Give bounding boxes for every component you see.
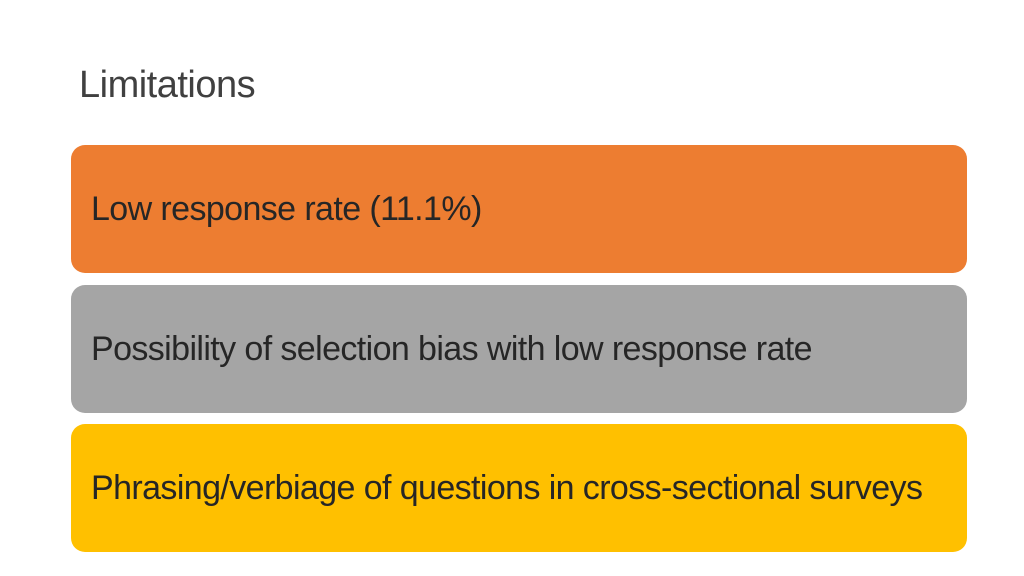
limitation-text: Phrasing/verbiage of questions in cross-… bbox=[91, 469, 923, 507]
limitation-text: Possibility of selection bias with low r… bbox=[91, 330, 813, 368]
limitation-box-response-rate: Low response rate (11.1%) bbox=[71, 145, 967, 273]
limitation-box-phrasing: Phrasing/verbiage of questions in cross-… bbox=[71, 424, 967, 552]
limitation-box-selection-bias: Possibility of selection bias with low r… bbox=[71, 285, 967, 413]
slide-title: Limitations bbox=[79, 64, 256, 106]
limitation-text: Low response rate (11.1%) bbox=[91, 190, 482, 228]
